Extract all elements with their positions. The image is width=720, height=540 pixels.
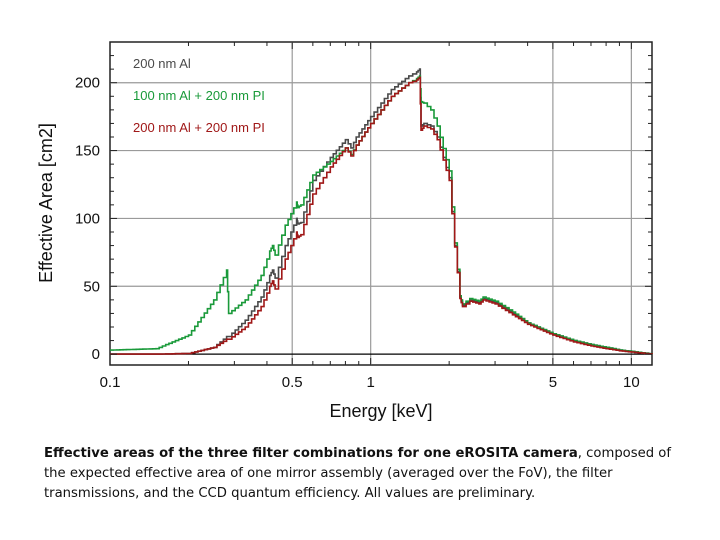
series-layer (110, 68, 653, 355)
figure-caption: Effective areas of the three filter comb… (44, 444, 684, 504)
legend: 200 nm Al 100 nm Al + 200 nm PI 200 nm Al … (133, 56, 265, 135)
legend-entry-1: 200 nm Al (133, 56, 191, 71)
x-axis-label: Energy [keV] (329, 401, 432, 421)
y-axis-label: Effective Area [cm2] (36, 123, 56, 283)
y-tick-label: 150 (75, 143, 100, 160)
x-tick-label: 0.1 (100, 374, 121, 391)
x-tick-label: 10 (623, 374, 640, 391)
x-tick-label: 0.5 (282, 374, 303, 391)
caption-text: , composed of the expected effective are… (44, 446, 672, 501)
series-line-2 (110, 75, 653, 355)
x-tick-label: 1 (367, 374, 375, 391)
y-tick-label: 0 (92, 346, 100, 363)
series-line-3 (110, 76, 653, 355)
grid (110, 42, 652, 365)
plot-frame (109, 41, 653, 366)
caption-bold: Effective areas of the three filter comb… (44, 446, 578, 461)
y-tick-label: 100 (75, 210, 100, 227)
legend-entry-2: 100 nm Al + 200 nm PI (133, 88, 265, 103)
y-tick-label: 50 (83, 278, 100, 295)
y-tick-label: 200 (75, 75, 100, 92)
x-tick-label: 5 (549, 374, 557, 391)
legend-entry-3: 200 nm Al + 200 nm PI (133, 120, 265, 135)
